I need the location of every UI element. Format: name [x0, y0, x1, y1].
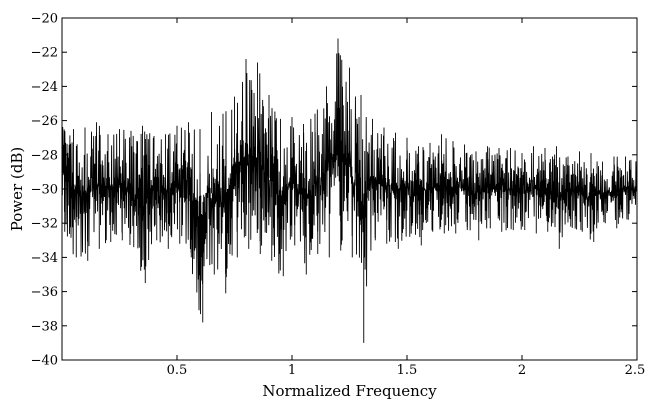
y-axis-title: Power (dB) — [8, 147, 26, 232]
y-tick-label: −40 — [31, 354, 58, 369]
y-tick-label: −26 — [31, 114, 58, 129]
axes: 0.5 1 1.5 2 2.5 −20 −22 −24 −26 −28 −30 −32 −34 −36 −3… — [31, 12, 646, 379]
y-tick-label: −36 — [31, 285, 58, 300]
y-tick-label: −28 — [31, 148, 58, 163]
y-tick-label: −34 — [31, 251, 58, 266]
y-tick-label: −22 — [31, 46, 58, 61]
x-axis-title: Normalized Frequency — [262, 382, 437, 400]
x-tick-label: 1 — [288, 363, 296, 378]
x-tick-label: 2 — [518, 363, 526, 378]
x-tick-label: 2.5 — [625, 363, 646, 378]
y-tick-label: −30 — [31, 183, 58, 198]
x-tick-label: 0.5 — [167, 363, 188, 378]
y-tick-label: −32 — [31, 217, 58, 232]
y-tick-label: −24 — [31, 80, 58, 95]
spectrum-series — [62, 38, 637, 343]
y-tick-label: −38 — [31, 319, 58, 334]
x-tick-label: 1.5 — [397, 363, 418, 378]
y-tick-label: −20 — [31, 12, 58, 27]
